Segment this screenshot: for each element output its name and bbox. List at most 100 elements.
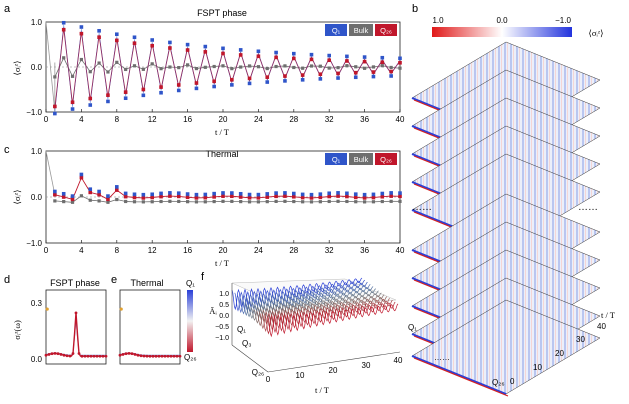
q26-marker [336,194,340,198]
q1-marker [292,51,296,56]
q26-marker [115,188,119,192]
q26-marker [221,194,225,198]
panel-c-title: Thermal [205,149,238,159]
legend-q1-label: Q₁ [332,26,341,35]
spectrum-marker [44,353,48,357]
waterfall-trace [251,292,382,321]
q1-marker [70,107,75,111]
q26-marker [362,196,367,200]
bulk-marker [389,65,393,70]
bulk-marker [194,66,199,71]
x-tick-label: 8 [115,246,120,255]
spectrum-marker [169,354,173,358]
q1-marker [194,192,199,197]
bulk-marker [345,64,349,68]
q1-marker [97,29,101,33]
q26-marker [300,195,305,200]
waterfall-trace [256,296,388,327]
bulk-marker [186,63,190,67]
q1-marker [230,83,234,87]
bulk-marker [132,200,137,204]
q1-marker [132,192,137,197]
waterfall-trace [234,279,366,312]
bulk-marker [301,66,305,70]
spectrum-marker [145,354,149,358]
q1-marker [309,192,314,197]
q1-marker [203,44,208,49]
legend-bulk-swatch [349,24,373,36]
bulk-marker [283,64,287,68]
x-tick-label: 16 [183,246,192,255]
panel-b-tick-30: 30 [576,335,585,344]
q26-marker [327,194,331,199]
spectrum-marker [86,354,90,358]
q26-marker [345,59,349,63]
panel-e: e Thermal [111,274,182,365]
initial-drop [45,150,56,195]
legend-q26-label: Q₂₆ [380,26,392,35]
q1-marker [53,189,57,194]
panel-c-ytick-top: 1.0 [31,147,43,156]
bulk-marker [318,64,322,68]
q1-marker [247,192,252,197]
panel-f-xlabel: t / T [315,385,330,395]
bulk-marker [70,200,75,204]
bulk-marker [398,66,402,70]
bulk-marker [212,199,216,204]
panel-b: b 1.0 0.0 −1.0 ⟨σᵢᶻ⟩ …… …… Q₁ Q₂₆ …… t /… [408,3,616,397]
q26-marker [221,51,225,56]
q26-marker [256,196,261,200]
q26-marker [274,55,278,60]
q26-line [54,176,401,200]
spectrum-marker [80,354,84,358]
q26-marker [389,194,393,198]
q26-marker [371,70,376,74]
panel-a: a FSPT phase 0 4 8 12 16 20 24 28 32 36 40 1.0 0.0… [4,3,405,137]
panel-f-xaxis [267,351,401,373]
spectrum-marker [151,354,155,358]
bulk-marker [327,199,331,204]
bulk-marker [186,200,190,204]
bulk-marker [79,194,83,198]
bulk-marker [327,66,331,70]
q26-marker [362,59,367,64]
panel-f-q1-label: Q₁ [237,325,246,334]
q26-marker [97,35,101,40]
q1-marker [221,46,225,51]
q26-marker [336,71,340,76]
panel-b-tick-40: 40 [597,322,606,331]
q26-marker [132,41,137,46]
spectrum-marker [139,354,143,358]
x-tick-label: 24 [254,246,263,255]
bulk-marker [239,65,243,69]
q26-marker [168,46,172,50]
q1-marker [106,99,110,104]
q26-marker [53,192,57,197]
q26-marker [70,197,75,202]
panel-a-x-ticks: 0 4 8 12 16 20 24 28 32 36 40 [44,109,405,124]
q26-marker [345,194,349,199]
legend-q26-swatch [375,24,397,36]
panel-b-q26-label: Q₂₆ [492,378,505,387]
q1-marker [336,191,340,195]
panel-b-cbar-tick-neg: −1.0 [555,16,571,25]
q26-marker [203,50,208,54]
panel-f-ytick-1: 0.5 [219,302,229,309]
bulk-marker [62,200,66,204]
spectrum-dc-marker [119,307,123,311]
q1-marker [176,191,181,195]
bulk-marker [97,61,101,65]
q26-marker [283,74,287,78]
bulk-marker [106,70,110,74]
q1-marker [265,192,270,196]
q26-marker [159,85,163,89]
panel-d-ytick-top: 0.3 [31,299,43,308]
bulk-marker [256,200,260,204]
q1-marker [327,191,331,196]
x-tick-label: 32 [325,246,334,255]
legend-q1-swatch [325,24,347,36]
bulk-line [54,195,401,203]
q26-marker [123,194,128,199]
q1-marker [79,25,84,29]
